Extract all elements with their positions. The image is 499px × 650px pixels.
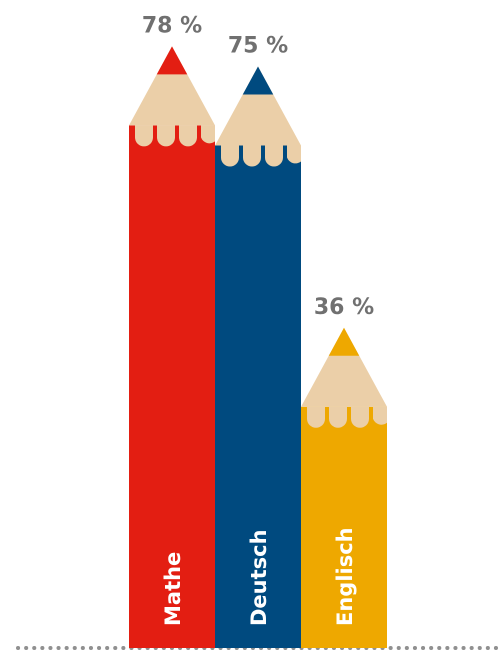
pencil-mathe	[129, 46, 215, 648]
pencil-scallop	[157, 125, 175, 147]
pencil-scallop	[287, 145, 301, 164]
pencil-scallop	[307, 406, 325, 428]
pencil-englisch	[301, 327, 387, 648]
pencil-scallop	[243, 145, 261, 167]
value-label-deutsch: 75 %	[228, 34, 288, 59]
value-label-mathe: 78 %	[142, 13, 202, 38]
category-label-deutsch: Deutsch	[247, 529, 271, 626]
pencil-scallop	[179, 125, 197, 147]
pencil-scallop	[329, 406, 347, 428]
bars	[129, 46, 387, 648]
pencil-scallop	[201, 125, 215, 144]
pencil-wood-cone	[301, 327, 387, 407]
pencil-lead-tip	[242, 66, 274, 95]
value-label-englisch: 36 %	[314, 295, 374, 320]
pencil-scallop	[265, 145, 283, 167]
pencil-scallop	[135, 125, 153, 147]
pencil-scallop	[351, 406, 369, 428]
pencil-lead-tip	[328, 327, 360, 356]
pencil-deutsch	[215, 66, 301, 648]
category-label-englisch: Englisch	[333, 527, 357, 626]
pencil-wood-cone	[215, 66, 301, 146]
pencil-scallop	[221, 145, 239, 167]
pencil-scallop	[373, 406, 387, 425]
pencil-wood-cone	[129, 46, 215, 126]
bar-mathe	[129, 125, 215, 648]
pencil-lead-tip	[156, 46, 188, 75]
bar-deutsch	[215, 145, 301, 648]
category-label-mathe: Mathe	[161, 552, 185, 626]
bar-englisch	[301, 406, 387, 648]
labels: 78 % Mathe 75 % Deutsch 36 % Englisch	[142, 13, 374, 626]
